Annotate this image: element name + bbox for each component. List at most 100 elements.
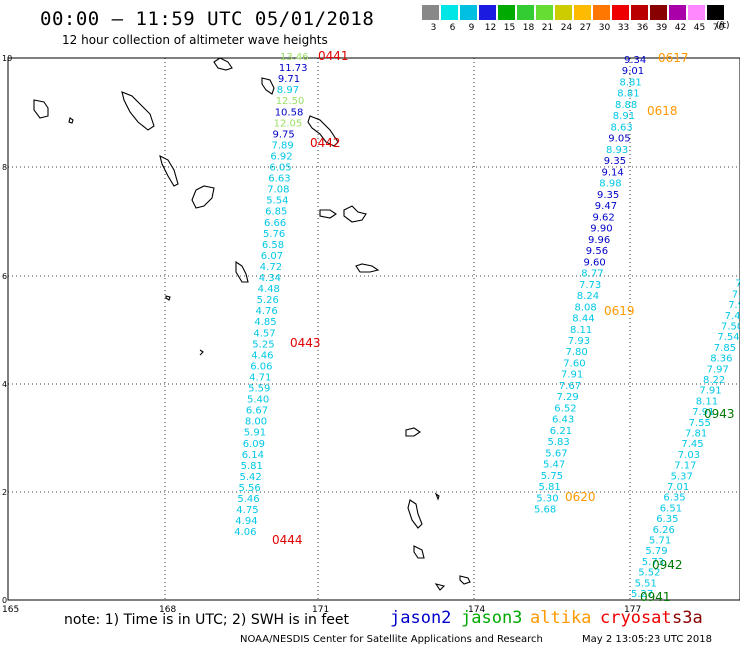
island xyxy=(165,295,171,301)
wave-height-value: 9.47 xyxy=(595,201,617,212)
island xyxy=(261,77,275,95)
wave-height-value: 7.55 xyxy=(689,418,711,429)
y-tick-label: 0 xyxy=(2,596,7,605)
wave-height-value: 6.51 xyxy=(660,503,682,514)
island xyxy=(199,349,204,356)
pass-time-label: 0943 xyxy=(704,407,735,421)
wave-height-value: 12.05 xyxy=(274,118,303,129)
scale-label: 6 xyxy=(449,23,456,33)
pass-time-label: 0441 xyxy=(318,49,349,63)
wave-height-value: 4.48 xyxy=(258,284,280,295)
wave-height-value: 4.46 xyxy=(251,350,273,361)
scale-label: 33 xyxy=(617,23,630,33)
wave-height-value: 5.51 xyxy=(635,578,657,589)
scale-label: 3 xyxy=(430,23,437,33)
scale-label: 36 xyxy=(636,23,649,33)
wave-height-value: 8.88 xyxy=(615,100,637,111)
pass-time-label: 0444 xyxy=(272,533,303,547)
wave-height-value: 5.54 xyxy=(266,196,288,207)
wave-height-value: 5.40 xyxy=(247,395,269,406)
wave-height-value: 7.03 xyxy=(678,450,700,461)
timestamp: May 2 13:05:23 UTC 2018 xyxy=(582,634,712,645)
y-tick-label: 8 xyxy=(2,163,7,172)
scale-label: 18 xyxy=(522,23,535,33)
wave-height-value: 7.91 xyxy=(699,386,721,397)
map-frame xyxy=(7,57,740,601)
wave-height-value: 8.08 xyxy=(575,302,597,313)
y-tick-label: 6 xyxy=(2,272,7,281)
scale-swatch xyxy=(517,5,534,20)
wave-height-value: 7.73 xyxy=(579,280,601,291)
scale-label: 12 xyxy=(484,23,497,33)
wave-height-value: 5.37 xyxy=(671,471,693,482)
wave-height-value: 8.00 xyxy=(245,417,267,428)
legend-s3a: s3a xyxy=(672,608,703,628)
wave-height-value: 7.81 xyxy=(685,429,707,440)
wave-height-value: 9.96 xyxy=(588,235,610,246)
wave-height-value: 7.50 xyxy=(721,322,740,333)
wave-height-value: 9.62 xyxy=(593,212,615,223)
wave-height-value: 7.80 xyxy=(566,347,588,358)
scale-swatch xyxy=(669,5,686,20)
wave-height-value: 9.35 xyxy=(604,156,626,167)
island xyxy=(191,185,215,209)
scale-swatch xyxy=(555,5,572,20)
wave-height-value: 8.93 xyxy=(606,145,628,156)
scale-swatch xyxy=(479,5,496,20)
island xyxy=(159,154,179,187)
wave-height-value: 5.81 xyxy=(241,461,263,472)
wave-height-value: 9.35 xyxy=(597,190,619,201)
wave-height-value: 6.35 xyxy=(656,514,678,525)
scale-label: 24 xyxy=(560,23,573,33)
island xyxy=(213,57,233,71)
x-tick-label: 171 xyxy=(312,605,329,615)
wave-height-value: 9.34 xyxy=(624,55,646,66)
wave-height-value: 5.75 xyxy=(541,471,563,482)
wave-height-value: 6.05 xyxy=(269,163,291,174)
pass-time-label: 0620 xyxy=(565,490,596,504)
wave-height-value: 6.92 xyxy=(270,151,292,162)
wave-height-value: 7.24 xyxy=(735,279,740,290)
pass-time-label: 0443 xyxy=(290,336,321,350)
x-tick-label: 165 xyxy=(2,605,19,615)
island xyxy=(68,117,74,124)
wave-height-value: 8.24 xyxy=(577,291,599,302)
wave-height-value: 5.76 xyxy=(263,229,285,240)
wave-height-value: 7.45 xyxy=(681,439,703,450)
wave-height-value: 9.90 xyxy=(590,224,612,235)
scale-swatch xyxy=(422,5,439,20)
subtitle: 12 hour collection of altimeter wave hei… xyxy=(62,33,328,47)
wave-height-value: 8.36 xyxy=(710,354,732,365)
island xyxy=(459,575,471,585)
wave-height-value: 9.05 xyxy=(608,134,630,145)
scale-swatch xyxy=(631,5,648,20)
wave-height-value: 6.85 xyxy=(265,207,287,218)
wave-height-value: 5.30 xyxy=(536,493,558,504)
wave-height-value: 7.91 xyxy=(561,370,583,381)
scale-swatch xyxy=(441,5,458,20)
wave-height-value: 5.73 xyxy=(642,557,664,568)
scale-unit: (ft) xyxy=(716,21,730,31)
y-tick-label: 10 xyxy=(2,54,12,63)
island-outlines xyxy=(33,57,471,591)
wave-height-value: 5.91 xyxy=(244,428,266,439)
wave-height-value: 4.34 xyxy=(259,273,281,284)
wave-height-value: 6.14 xyxy=(242,450,264,461)
legend-jason3: jason3 xyxy=(461,608,523,628)
island xyxy=(33,99,49,119)
wave-height-value: 5.46 xyxy=(237,494,259,505)
wave-height-value: 5.83 xyxy=(548,437,570,448)
pass-time-label: 0442 xyxy=(310,136,341,150)
wave-height-value: 4.76 xyxy=(256,306,278,317)
wave-height-value: 8.22 xyxy=(703,375,725,386)
scale-label: 70 xyxy=(712,23,725,33)
wave-height-value: 8.98 xyxy=(599,179,621,190)
pass-time-label: 0942 xyxy=(652,558,683,572)
wave-height-value: 5.27 xyxy=(631,589,653,600)
wave-height-value: 5.56 xyxy=(239,483,261,494)
wave-height-value: 7.54 xyxy=(717,332,739,343)
wave-height-value: 7.60 xyxy=(563,359,585,370)
wave-height-value: 4.75 xyxy=(236,505,258,516)
pass-time-labels: 0441 0442 0443 0444 0617 0618 0619 0620 0941 0942… xyxy=(272,49,735,604)
wave-height-value: 4.57 xyxy=(253,328,275,339)
